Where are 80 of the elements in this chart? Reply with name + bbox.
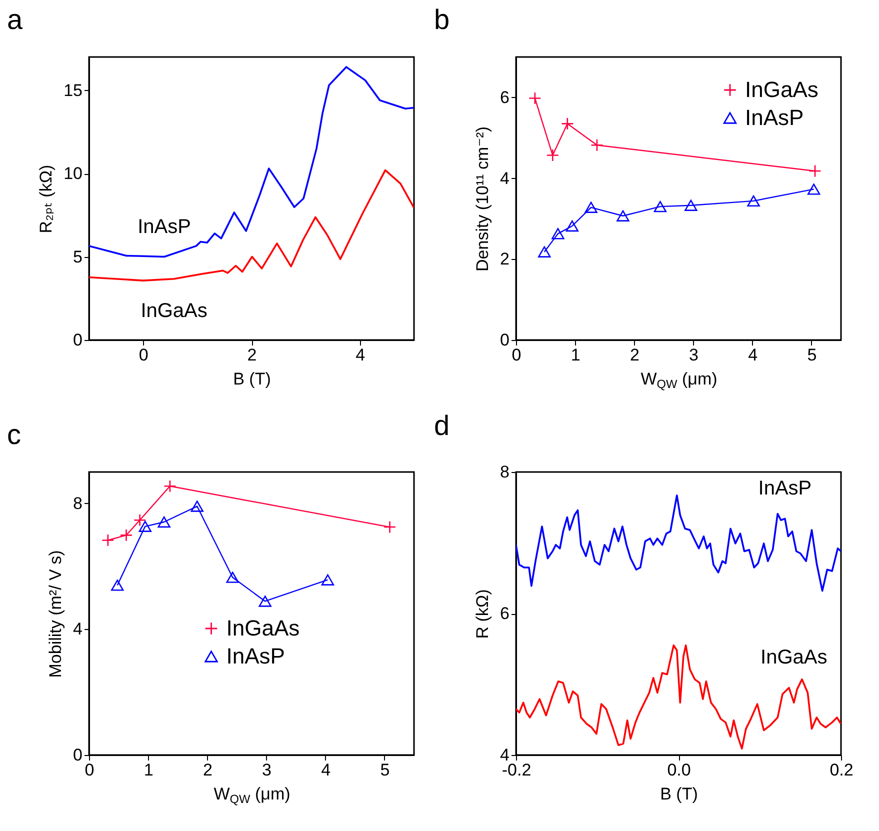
y-axis-title: Mobility (m²/ V s) [46,550,66,678]
legend-label: InAsP [226,644,285,668]
x-tick-label: 4 [356,346,366,364]
chart-title: a [7,4,23,35]
y-tick-label: 4 [73,620,82,639]
y-tick-label: 5 [73,247,82,266]
x-tick-label: 0.0 [667,760,691,780]
y-tick-label: 10 [64,164,82,184]
point [808,164,822,178]
point [561,117,574,130]
series-label: InAsP [758,478,812,500]
y-axis-title: R₂ₚₜ (kΩ) [36,164,56,234]
point [102,534,114,547]
y-tick-label: 15 [64,80,82,100]
point [584,202,598,213]
point [566,220,578,232]
point [111,580,124,591]
x-tick-label: 0 [138,346,148,364]
point [590,138,604,152]
x-tick-label: 5 [380,760,390,780]
y-axis-title: Density (10¹¹ cm⁻²) [473,126,492,272]
point [258,596,272,607]
point [654,201,667,212]
x-tick-label: 0 [84,760,94,780]
x-axis-title: B (T) [233,370,271,388]
y-tick-label: 2 [500,250,510,269]
y-axis-title: R (kΩ) [473,589,492,639]
y-tick-label: 6 [500,88,510,107]
x-axis-title: W$_{QW}$ (μm) [640,370,718,392]
x-axis-title: B (T) [660,784,698,804]
chart-title: d [434,410,450,441]
x-tick-label: 4 [321,760,331,780]
x-tick-label: 2 [202,760,212,780]
legend-label: InGaAs [226,616,300,640]
line-series [516,494,841,592]
point [120,528,133,542]
chart-title: b [434,4,450,35]
x-tick-label: 4 [748,346,758,364]
line-series [89,66,414,258]
x-tick-label: 1 [570,346,580,364]
x-axis-title: W$_{QW}$ (μm) [214,784,290,806]
y-tick-label: 8 [500,462,510,482]
y-tick-label: 6 [500,604,510,623]
x-tick-label: 3 [689,346,699,364]
x-tick-label: 0 [512,346,522,364]
legend-label: InGaAs [745,77,818,102]
point [807,184,820,195]
point [684,200,698,211]
point [528,92,542,105]
point [226,572,239,583]
point [133,514,146,526]
point [546,148,559,162]
series-label: InAsP [138,216,191,238]
point [383,520,396,534]
line-series [516,644,841,750]
point [158,516,170,528]
line-series [89,169,414,282]
x-tick-label: 2 [630,346,640,364]
x-tick-label: 1 [144,760,154,780]
point [190,500,204,512]
point [747,195,760,207]
point [616,210,630,222]
point [552,228,564,240]
y-tick-label: 0 [73,330,82,350]
legend-label: InAsP [745,105,804,130]
point [321,574,334,586]
x-tick-label: 2 [247,346,257,364]
y-tick-label: 0 [73,746,82,764]
point [538,246,551,258]
x-tick-label: 0.2 [830,760,854,780]
y-tick-label: 0 [500,330,510,350]
series-label: InGaAs [140,300,208,322]
y-tick-label: 4 [500,168,510,188]
x-tick-label: 3 [262,760,272,780]
series-label: InGaAs [760,646,828,669]
x-tick-label: 5 [807,346,817,364]
chart-title: c [7,419,21,450]
y-tick-label: 8 [73,494,82,513]
point [138,520,152,532]
point [164,480,176,492]
